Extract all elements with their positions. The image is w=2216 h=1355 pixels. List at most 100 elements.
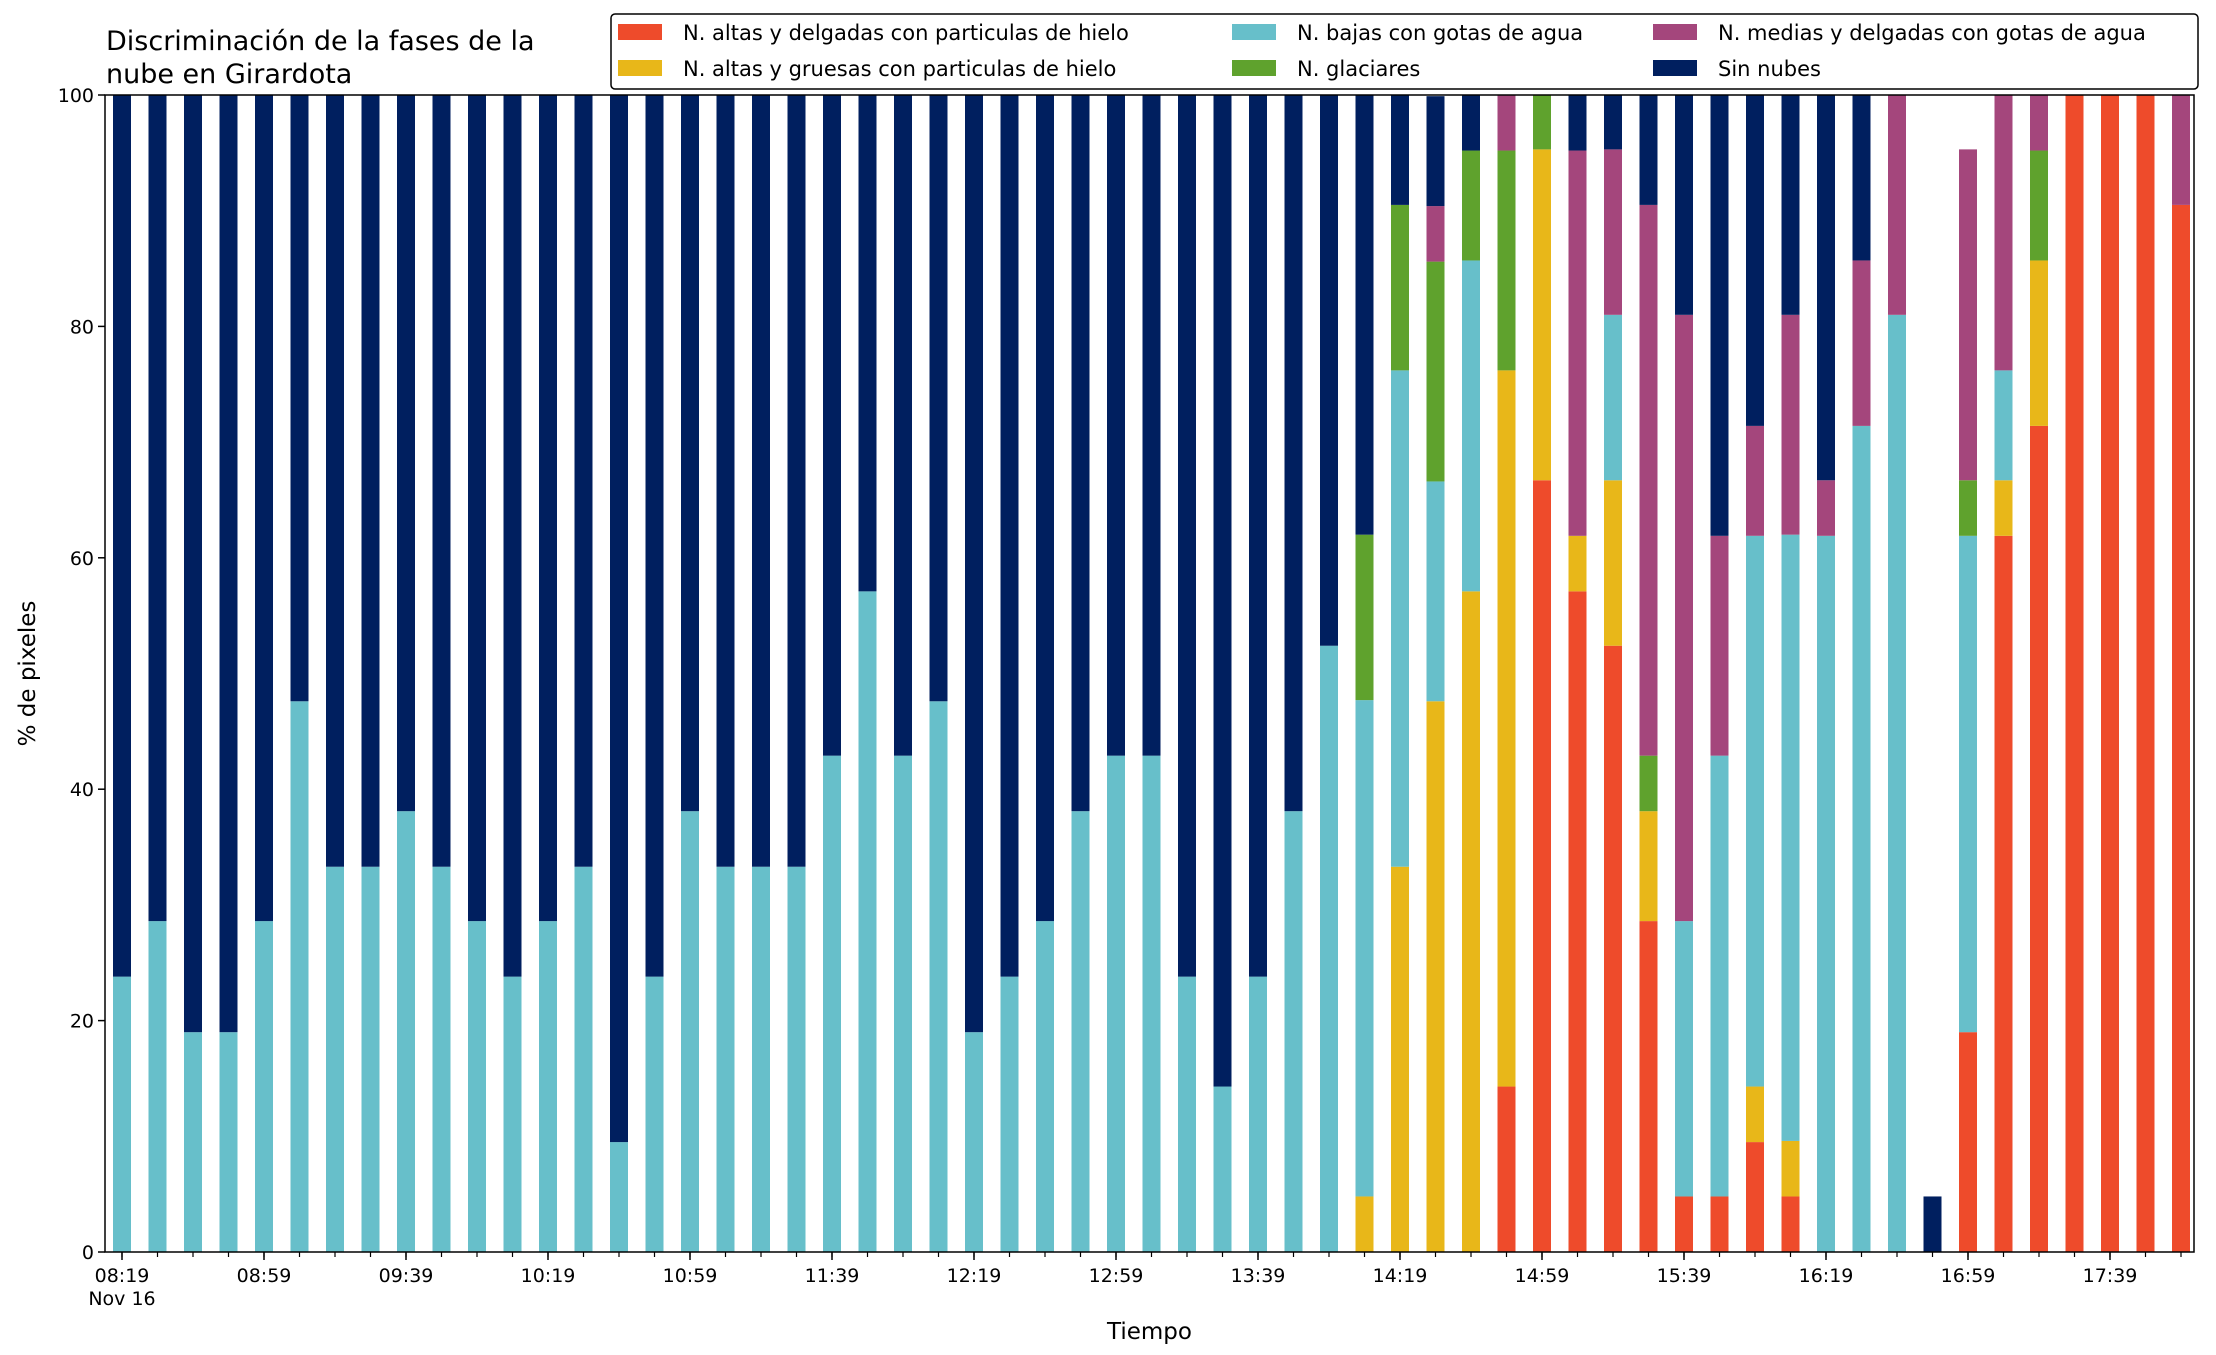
bar-segment-52-series-0 (1959, 1032, 1977, 1252)
x-tick-label-0: 08:19 (95, 1265, 150, 1287)
bar-segment-45-series-0 (1710, 1196, 1729, 1252)
x-tick-label-11: 15:39 (1657, 1265, 1712, 1287)
bar-segment-36-series-1 (1391, 866, 1409, 1252)
bar-segment-46-series-5 (1746, 95, 1764, 426)
bar-segment-24-series-5 (965, 95, 983, 1033)
bar-segment-58-series-4 (2172, 95, 2190, 205)
bar-segment-40-series-0 (1533, 480, 1551, 1252)
bar-segment-11-series-5 (503, 95, 522, 977)
bar-segment-42-series-5 (1604, 95, 1622, 150)
y-axis-label: % de pixeles (15, 601, 41, 747)
bar-segment-16-series-5 (681, 95, 699, 812)
bar-segment-19-series-2 (787, 866, 806, 1252)
bar-segment-36-series-5 (1391, 95, 1409, 205)
bar-segment-53-series-4 (1994, 95, 2013, 371)
bar-segment-39-series-0 (1497, 1086, 1516, 1252)
bar-segment-49-series-4 (1852, 260, 1871, 426)
bar-segment-15-series-5 (645, 95, 664, 977)
x-tick-label-2: 09:39 (379, 1265, 434, 1287)
bar-segment-47-series-1 (1781, 1140, 1800, 1197)
bar-segment-32-series-5 (1249, 95, 1267, 977)
chart-title-line-1: Discriminación de la fases de la (106, 26, 535, 57)
bar-segment-36-series-3 (1391, 204, 1409, 371)
y-axis: 0 20 40 60 80 100 (58, 85, 105, 1264)
bar-segment-52-series-3 (1959, 480, 1977, 536)
bar-segment-37-series-3 (1426, 261, 1445, 482)
bar-segment-17-series-5 (716, 95, 735, 867)
bar-segment-38-series-1 (1462, 591, 1480, 1252)
plot-frame (104, 94, 2195, 1253)
bar-segment-9-series-5 (432, 95, 451, 867)
bar-segment-43-series-3 (1639, 755, 1658, 812)
bar-segment-31-series-5 (1213, 95, 1232, 1087)
legend-swatch-3 (1232, 60, 1276, 76)
bar-segment-7-series-2 (361, 866, 380, 1252)
x-tick-label-14: 17:39 (2083, 1265, 2138, 1287)
y-tick-label-4: 80 (70, 316, 94, 338)
legend-label-3: N. glaciares (1297, 57, 1420, 81)
bar-segment-0-series-2 (113, 976, 131, 1252)
bar-segment-21-series-5 (858, 95, 877, 592)
bar-segment-39-series-1 (1497, 370, 1516, 1087)
bar-segment-29-series-5 (1142, 95, 1161, 756)
x-tick-label-8: 13:39 (1231, 1265, 1286, 1287)
bar-segment-28-series-5 (1107, 95, 1125, 756)
y-tick-label-0: 0 (82, 1242, 94, 1264)
bars-layer (113, 95, 2190, 1253)
y-tick-label-1: 20 (70, 1011, 94, 1033)
bar-segment-38-series-2 (1462, 260, 1480, 592)
bar-segment-47-series-2 (1781, 534, 1800, 1141)
bar-segment-43-series-4 (1639, 204, 1658, 756)
bar-segment-26-series-5 (1036, 95, 1054, 922)
bar-segment-50-series-2 (1888, 314, 1906, 1253)
bar-segment-35-series-3 (1355, 534, 1374, 701)
bar-segment-53-series-0 (1994, 535, 2013, 1252)
bar-segment-15-series-2 (645, 976, 664, 1252)
bar-segment-34-series-2 (1320, 645, 1338, 1252)
bar-segment-46-series-1 (1746, 1086, 1764, 1143)
bar-segment-43-series-0 (1639, 921, 1658, 1252)
bar-segment-41-series-4 (1568, 150, 1587, 536)
x-tick-label-12: 16:19 (1799, 1265, 1854, 1287)
bar-segment-18-series-5 (752, 95, 770, 867)
bar-segment-44-series-5 (1675, 95, 1693, 315)
bar-segment-33-series-2 (1284, 811, 1303, 1252)
x-tick-label-13: 16:59 (1941, 1265, 1996, 1287)
bar-segment-2-series-2 (184, 1032, 202, 1252)
bar-segment-12-series-5 (539, 95, 557, 922)
bar-segment-42-series-0 (1604, 645, 1622, 1252)
bar-segment-46-series-0 (1746, 1142, 1764, 1252)
bar-segment-56-series-0 (2101, 95, 2119, 1252)
legend-swatch-0 (618, 24, 662, 40)
x-tick-label-6: 12:19 (947, 1265, 1002, 1287)
bar-segment-27-series-5 (1071, 95, 1090, 812)
bar-segment-21-series-2 (858, 591, 877, 1252)
bar-segment-38-series-3 (1462, 150, 1480, 261)
bar-segment-43-series-5 (1639, 95, 1658, 205)
bar-segment-51-series-5 (1923, 1196, 1942, 1252)
bar-segment-18-series-2 (752, 866, 770, 1252)
bar-segment-2-series-5 (184, 95, 202, 1033)
bar-segment-54-series-4 (2030, 95, 2048, 151)
bar-segment-26-series-2 (1036, 921, 1054, 1252)
x-tick-label-3: 10:19 (521, 1265, 576, 1287)
bar-segment-8-series-2 (397, 811, 415, 1252)
bar-segment-45-series-5 (1710, 95, 1729, 536)
bar-segment-36-series-2 (1391, 370, 1409, 867)
bar-segment-1-series-5 (148, 95, 167, 922)
bar-segment-1-series-2 (148, 921, 167, 1252)
legend-label-4: N. medias y delgadas con gotas de agua (1718, 21, 2146, 45)
bar-segment-47-series-0 (1781, 1196, 1800, 1252)
bar-segment-44-series-0 (1675, 1196, 1693, 1252)
legend-swatch-1 (618, 60, 662, 76)
bar-segment-43-series-1 (1639, 811, 1658, 922)
bar-segment-54-series-3 (2030, 150, 2048, 261)
legend-swatch-4 (1653, 24, 1697, 40)
bar-segment-42-series-2 (1604, 314, 1622, 481)
x-tick-label-10: 14:59 (1515, 1265, 1570, 1287)
bar-segment-57-series-0 (2136, 95, 2155, 1252)
y-tick-label-2: 40 (70, 779, 94, 801)
legend-label-1: N. altas y gruesas con particulas de hie… (683, 57, 1116, 81)
